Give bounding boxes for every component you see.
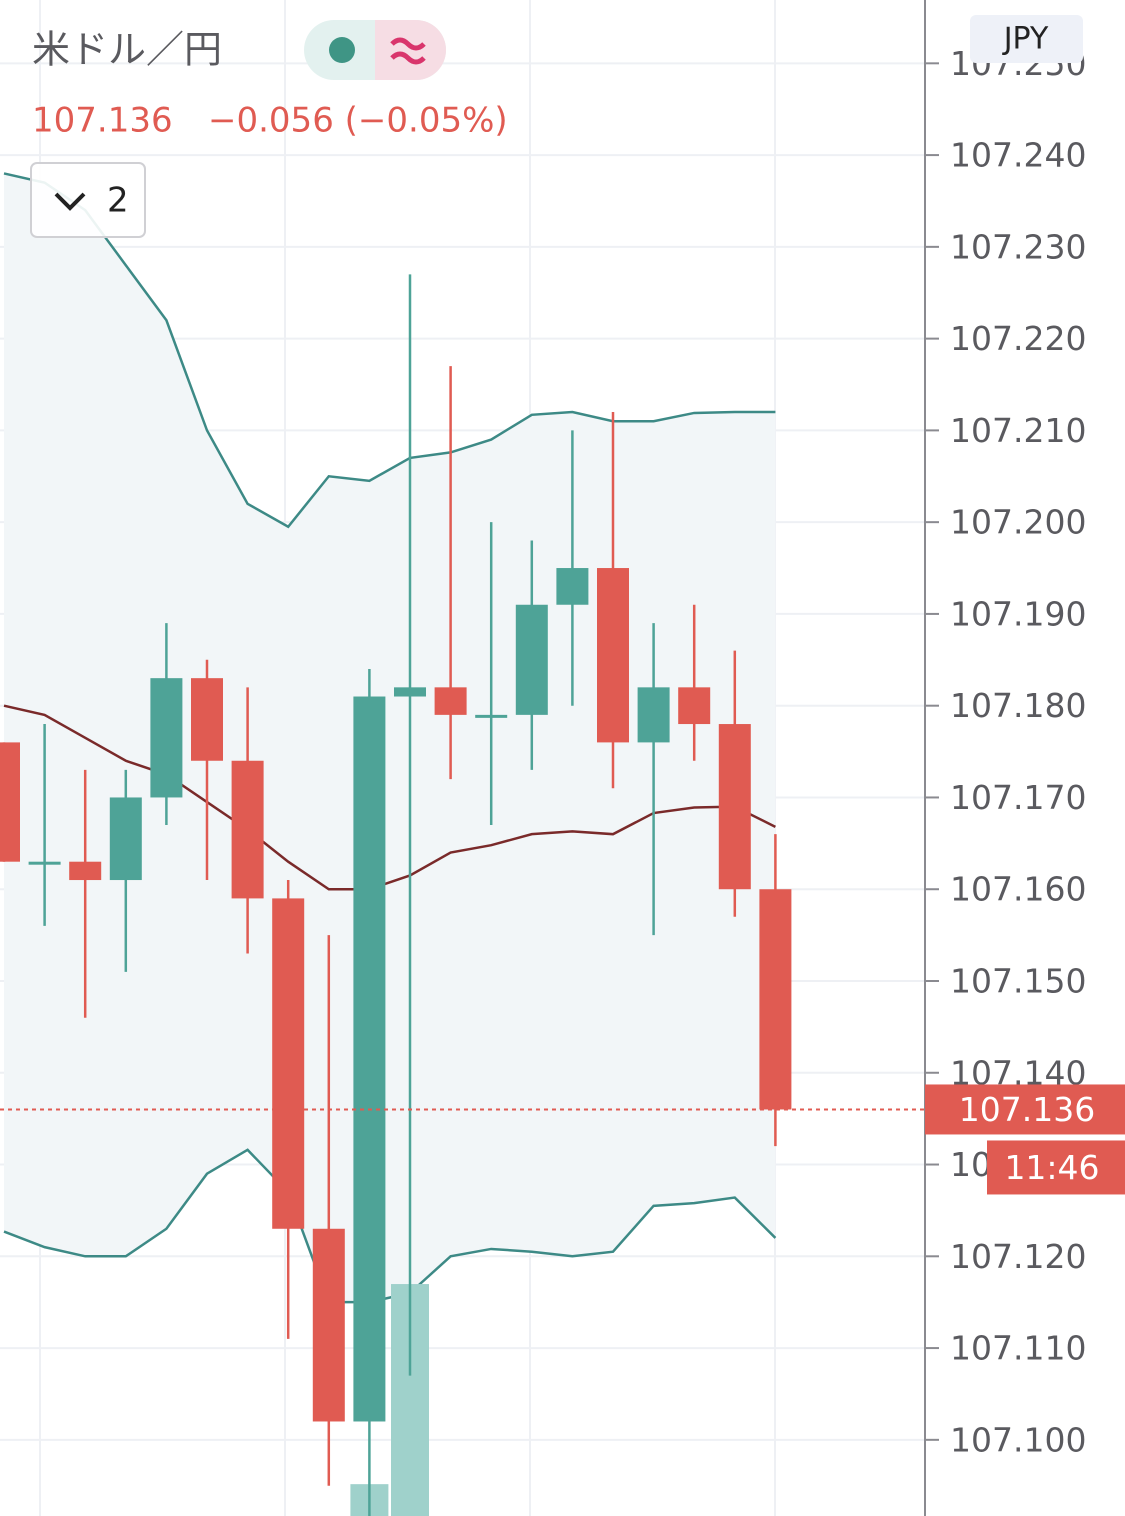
candle-body — [475, 714, 508, 718]
price: 107.136 — [32, 101, 173, 141]
lower-band-line — [3, 1148, 777, 1304]
y-tick-label: 107.210 — [950, 411, 1086, 450]
chevron-icon — [54, 192, 86, 211]
overlay: 米ドル／円 107.136 −0.056 (−0.05%) 2 JPY 107.… — [30, 15, 1125, 1195]
band-fill — [4, 173, 776, 1303]
y-tick-label: 107.110 — [950, 1329, 1086, 1368]
y-tick-label: 107.100 — [950, 1420, 1086, 1459]
candle-body — [150, 678, 183, 798]
indicator-count: 2 — [107, 181, 129, 221]
candle-body — [353, 696, 386, 1422]
title: 米ドル／円 — [32, 28, 222, 72]
currency-badge — [970, 15, 1083, 63]
y-tick-label: 107.120 — [950, 1237, 1086, 1276]
candle-body — [109, 797, 142, 881]
upper-band-line — [3, 172, 776, 529]
y-tick-label: 107.240 — [950, 136, 1086, 175]
line-icon — [390, 37, 426, 65]
change: −0.056 (−0.05%) — [208, 101, 508, 141]
y-tick-label: 107.220 — [950, 319, 1086, 358]
last-price-tag — [925, 1084, 1125, 1135]
candle-body — [597, 568, 629, 743]
candle-body — [637, 687, 670, 743]
candle-body — [718, 724, 751, 890]
currency: JPY — [1002, 22, 1049, 57]
countdown: 11:46 — [1004, 1148, 1099, 1187]
candle-body — [759, 889, 792, 1110]
middle-band-line — [3, 704, 776, 891]
candle-icon — [329, 37, 355, 63]
last-price-label: 107.136 — [959, 1090, 1095, 1129]
candle-body — [28, 861, 61, 865]
plot — [0, 172, 925, 1516]
candle-body — [69, 861, 102, 881]
candle-body — [678, 687, 711, 725]
toggle-right[interactable] — [375, 20, 446, 80]
candle-body — [191, 678, 223, 761]
candle-body — [394, 687, 426, 697]
candle-body — [231, 760, 264, 899]
candle-body — [272, 898, 305, 1229]
y-tick-label: 107.180 — [950, 686, 1086, 725]
countdown-tag — [987, 1140, 1125, 1195]
y-tick-label: 107.170 — [950, 778, 1086, 817]
candle-body — [0, 742, 20, 862]
y-tick-label: 107.190 — [950, 594, 1086, 633]
candle-body — [515, 604, 548, 715]
y-tick-label: 107.160 — [950, 870, 1086, 909]
indicator-dropdown[interactable] — [30, 162, 146, 238]
candle-body — [556, 568, 589, 605]
candle-body — [312, 1228, 345, 1422]
y-tick-label: 107.150 — [950, 961, 1086, 1000]
candle-body — [434, 687, 467, 715]
price-axis: 107.100107.110107.120107.130107.140107.1… — [924, 0, 1086, 1516]
y-tick-label: 107.200 — [950, 503, 1086, 542]
y-tick-label: 107.230 — [950, 227, 1086, 266]
